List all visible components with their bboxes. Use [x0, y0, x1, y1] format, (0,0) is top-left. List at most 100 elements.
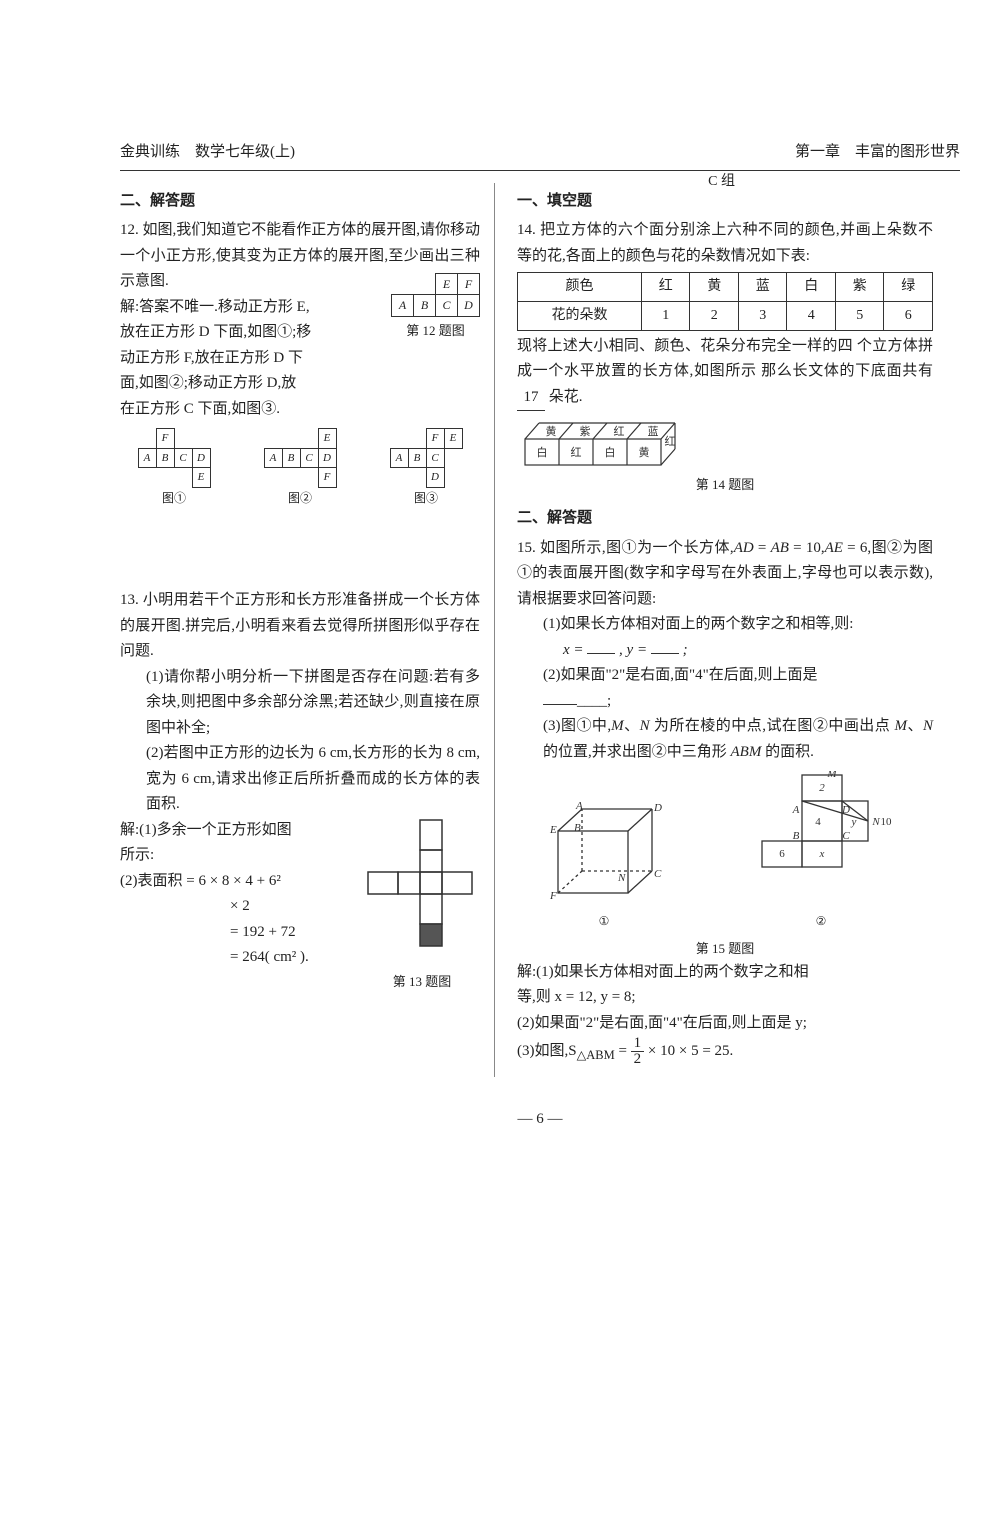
lbl: 6 — [779, 848, 785, 860]
q15-text: 如图所示,图①为一个长方体,AD = AB = 10,AE = 6,图②为图①的… — [517, 540, 933, 607]
lbl: N — [871, 816, 880, 828]
cell: A — [264, 448, 282, 468]
cell-d: D — [458, 295, 480, 316]
q14-answer-blank: 17 — [517, 385, 545, 412]
lbl: 紫 — [580, 425, 591, 438]
lbl: A — [575, 801, 583, 812]
lbl: 红 — [614, 425, 625, 438]
fig-label: 图② — [264, 488, 337, 508]
left-column: 二、解答题 12. 如图,我们知道它不能看作正方体的展开图,请你移动一个小正方形… — [120, 183, 495, 1078]
lbl: M — [826, 771, 837, 780]
cell-e: E — [436, 274, 458, 295]
question-14: 14. 把立方体的六个面分别涂上六种不同的颜色,并画上朵数不等的花,各面上的颜色… — [517, 218, 933, 496]
cell: F — [426, 429, 444, 449]
q15-p3: (3)图①中,M、N 为所在棱的中点,试在图②中画出点 M、N 的位置,并求出图… — [517, 714, 933, 765]
th: 花的朵数 — [518, 301, 642, 330]
td: 6 — [884, 301, 933, 330]
q15-number: 15. — [517, 540, 536, 556]
q15-figures: A D E F B C N ① — [517, 771, 933, 931]
td: 红 — [641, 273, 690, 302]
q14-caption: 第 14 题图 — [517, 474, 933, 496]
page-header: 金典训练 数学七年级(上) 第一章 丰富的图形世界 — [120, 140, 960, 171]
page-number: — 6 — — [120, 1107, 960, 1133]
q15-answer: 解:(1)如果长方体相对面上的两个数字之和相 等,则 x = 12, y = 8… — [517, 960, 933, 1068]
q13-figure: 第 13 题图 — [364, 818, 480, 993]
q13-net-svg — [364, 818, 480, 968]
lbl: F — [549, 890, 557, 902]
cell: D — [192, 448, 210, 468]
td: 白 — [787, 273, 836, 302]
td: 1 — [641, 301, 690, 330]
td: 蓝 — [738, 273, 787, 302]
lbl: C — [842, 830, 850, 842]
th: 颜色 — [518, 273, 642, 302]
lbl: 4 — [815, 816, 821, 828]
cell: C — [426, 448, 444, 468]
line: 那么长文体的下底面共有 — [761, 363, 933, 379]
fig-label: ① — [544, 911, 664, 931]
group-c-label: C 组 — [708, 170, 735, 194]
cell-b: B — [414, 295, 436, 316]
lbl: 黄 — [639, 445, 650, 459]
right-column: 一、填空题 14. 把立方体的六个面分别涂上六种不同的颜色,并画上朵数不等的花,… — [513, 183, 933, 1078]
q15-ans-line: 等,则 x = 12, y = 8; — [517, 985, 933, 1011]
q12-ans-line: 在正方形 C 下面,如图③. — [120, 397, 480, 423]
sub: △ABM — [577, 1048, 615, 1062]
q13-number: 13. — [120, 592, 139, 608]
q12-subfigures: FABCDE 图① EABCDF 图② FEABCD 图③ — [120, 428, 480, 508]
q12-ans-line: 动正方形 F,放在正方形 D 下 — [120, 346, 480, 372]
page: 金典训练 数学七年级(上) 第一章 丰富的图形世界 C 组 二、解答题 12. … — [0, 0, 960, 1133]
lbl: 10 — [881, 816, 893, 828]
td: 5 — [835, 301, 884, 330]
question-15: 15. 如图所示,图①为一个长方体,AD = AB = 10,AE = 6,图②… — [517, 536, 933, 1067]
cell: E — [444, 429, 462, 449]
cell-c: C — [436, 295, 458, 316]
q15-ans-line: 解:(1)如果长方体相对面上的两个数字之和相 — [517, 960, 933, 986]
td: 紫 — [835, 273, 884, 302]
cell: D — [318, 448, 336, 468]
section-heading: 二、解答题 — [517, 506, 933, 532]
q12-fig1: FABCDE 图① — [138, 428, 211, 508]
td: 3 — [738, 301, 787, 330]
frac-bot: 2 — [631, 1052, 645, 1067]
lbl: N — [617, 872, 626, 884]
q14-text: 把立方体的六个面分别涂上六种不同的颜色,并画上朵数不等的花,各面上的颜色与花的朵… — [517, 222, 933, 264]
cell: B — [408, 448, 426, 468]
fig-label: ② — [736, 911, 906, 931]
q15-p2: (2)如果面"2"是右面,面"4"在后面,则上面是 ____; — [517, 663, 933, 714]
q12-number: 12. — [120, 222, 139, 238]
cell: B — [282, 448, 300, 468]
question-12: 12. 如图,我们知道它不能看作正方体的展开图,请你移动一个小正方形,使其变为正… — [120, 218, 480, 508]
cell-a: A — [392, 295, 414, 316]
cell-f: F — [458, 274, 480, 295]
line: 现将上述大小相同、颜色、花朵分布完全一样的四 — [517, 338, 853, 354]
q13-caption: 第 13 题图 — [364, 971, 480, 993]
q15-p1: (1)如果长方体相对面上的两个数字之和相等,则: — [517, 612, 933, 638]
lbl: 白 — [537, 445, 548, 459]
header-left: 金典训练 数学七年级(上) — [120, 140, 295, 166]
cell: C — [174, 448, 192, 468]
cell: D — [426, 468, 444, 488]
line: (2)如果面"2"是右面,面"4"在后面,则上面是 — [543, 667, 817, 683]
q14-cuboid-svg: 黄 紫 红 蓝 白 红 白 黄 红 — [517, 415, 697, 471]
fig-label: 图③ — [390, 488, 463, 508]
lbl: y — [851, 816, 857, 828]
line: 朵花. — [549, 389, 583, 405]
q12-net-table: EF ABCD — [391, 273, 480, 317]
section-heading: 二、解答题 — [120, 189, 480, 215]
lbl: C — [654, 868, 662, 880]
question-13: 13. 小明用若干个正方形和长方形准备拼成一个长方体的展开图.拼完后,小明看来看… — [120, 588, 480, 993]
td: 绿 — [884, 273, 933, 302]
q14-number: 14. — [517, 222, 536, 238]
svg-text:2: 2 — [819, 782, 825, 794]
lbl: B — [793, 830, 800, 842]
frac-top: 1 — [631, 1036, 645, 1052]
q15-fig1: A D E F B C N ① — [544, 801, 664, 931]
q12-caption: 第 12 题图 — [391, 320, 480, 342]
q12-fig3: FEABCD 图③ — [390, 428, 463, 508]
lbl: 红 — [571, 446, 582, 459]
td: 2 — [690, 301, 739, 330]
cell: B — [156, 448, 174, 468]
q12-ans-line: 面,如图②;移动正方形 D,放 — [120, 371, 480, 397]
q15-ans-line3: (3)如图,S△ABM = 12 × 10 × 5 = 25. — [517, 1036, 933, 1067]
